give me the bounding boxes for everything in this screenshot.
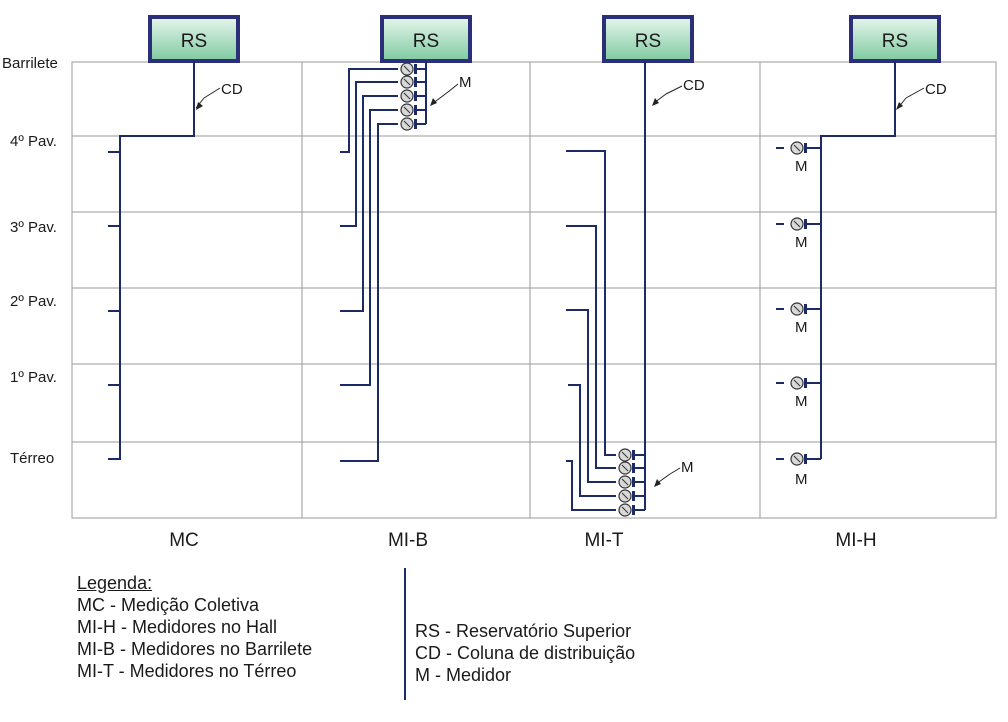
cd-callout-mi-t: CD: [683, 77, 705, 94]
legend-right-column: RS - Reservatório Superior CD - Coluna d…: [415, 620, 635, 686]
meter-icon: [618, 461, 635, 475]
legend-item-mi-h: MI-H - Medidores no Hall: [77, 617, 278, 637]
mi-b-riser-3-pav: [340, 81, 398, 227]
meter-icon: [618, 448, 635, 462]
m-callout-mi-b: M: [459, 74, 472, 91]
legend-item-mc: MC - Medição Coletiva: [77, 595, 260, 615]
mi-t-riser-2-pav: [566, 309, 616, 483]
system-mc-pipes: CD: [108, 61, 243, 460]
reservoir-mi-b: RS: [380, 15, 472, 63]
legend-item-m: M - Medidor: [415, 665, 512, 685]
cd-leader-line: [203, 87, 221, 99]
reservoir-box: [602, 15, 694, 63]
system-label-mc: MC: [169, 530, 199, 551]
legend-title: Legenda:: [77, 573, 153, 593]
floor-label-3-pav: 3º Pav.: [10, 219, 57, 236]
cd-callout-mc: CD: [221, 81, 243, 98]
system-mi-b-pipes: M: [340, 61, 472, 462]
legend-divider: [404, 568, 406, 700]
reservoir-label: RS: [882, 31, 908, 52]
m-label-mi-h-4-pav: M: [795, 158, 808, 175]
floor-labels: Barrilete 4º Pav. 3º Pav. 2º Pav. 1º Pav…: [2, 55, 58, 467]
floor-label-4-pav: 4º Pav.: [10, 133, 57, 150]
meter-icons: [400, 62, 807, 517]
cd-arrow-icon: [196, 102, 203, 110]
reservoir-mi-h: RS: [849, 15, 941, 63]
m-callout-mi-t: M: [681, 459, 694, 476]
m-label-mi-h-terreo: M: [795, 471, 808, 488]
meter-icon: [400, 75, 417, 89]
grid-border: [71, 61, 997, 519]
m-label-mi-h-2-pav: M: [795, 319, 808, 336]
floor-label-1-pav: 1º Pav.: [10, 369, 57, 386]
meter-icon: [618, 475, 635, 489]
mi-t-riser-terreo: [566, 460, 616, 511]
system-label-mi-h: MI-H: [835, 530, 876, 551]
mc-distribution-column: [108, 61, 195, 460]
reservoir-label: RS: [181, 31, 207, 52]
meter-icon: [400, 62, 417, 76]
meter-icon: [400, 117, 417, 131]
mi-t-riser-1-pav: [568, 384, 616, 497]
system-mi-t-pipes: CD M: [566, 61, 705, 511]
meter-icon: [400, 89, 417, 103]
floor-label-terreo: Térreo: [10, 450, 54, 467]
reservoir-mc: RS: [148, 15, 240, 63]
cd-callout-mi-h: CD: [925, 81, 947, 98]
m-arrow-icon: [430, 98, 437, 106]
reservoir-label: RS: [635, 31, 661, 52]
mi-t-riser-3-pav: [566, 225, 616, 469]
cd-arrow-icon: [652, 98, 659, 106]
legend-item-mi-b: MI-B - Medidores no Barrilete: [77, 639, 313, 659]
meter-icon: [618, 503, 635, 517]
reservoir-mi-t: RS: [602, 15, 694, 63]
meter-icon: [790, 141, 807, 155]
mi-b-riser-terreo: [340, 123, 398, 462]
legend-left-column: Legenda: MC - Medição Coletiva MI-H - Me…: [77, 572, 312, 682]
mi-b-riser-1-pav: [340, 109, 398, 386]
reservoir-label: RS: [413, 31, 439, 52]
reservoir-box: [148, 15, 240, 63]
system-labels: MC MI-B MI-T MI-H: [169, 530, 876, 551]
m-label-mi-h-3-pav: M: [795, 234, 808, 251]
legend-item-mi-t: MI-T - Medidores no Térreo: [77, 661, 297, 681]
meter-icon: [790, 452, 807, 466]
meter-icon: [400, 103, 417, 117]
mi-b-riser-4-pav: [340, 68, 398, 153]
system-label-mi-b: MI-B: [388, 530, 428, 551]
meter-icon: [618, 489, 635, 503]
floor-label-2-pav: 2º Pav.: [10, 293, 57, 310]
meter-icon: [790, 376, 807, 390]
mi-h-distribution-column: [820, 61, 896, 459]
legend-item-rs: RS - Reservatório Superior: [415, 621, 632, 641]
cd-leader-line: [905, 87, 925, 99]
reservoir-box: [849, 15, 941, 63]
mi-b-riser-2-pav: [340, 95, 398, 312]
floor-label-barrilete: Barrilete: [2, 55, 58, 72]
m-leader-line: [447, 83, 459, 93]
m-leader-line: [669, 467, 681, 475]
legend-item-cd: CD - Coluna de distribuição: [415, 643, 636, 663]
system-label-mi-t: MI-T: [584, 530, 623, 551]
floor-grid: [71, 61, 997, 519]
mi-t-riser-4-pav: [566, 150, 616, 456]
meter-icon: [790, 302, 807, 316]
cd-arrow-icon: [896, 102, 903, 110]
system-mi-h-pipes: M M M M M CD: [776, 61, 947, 488]
cd-leader-line: [665, 85, 683, 95]
m-label-mi-h-1-pav: M: [795, 393, 808, 410]
meter-icon: [790, 217, 807, 231]
m-arrow-icon: [654, 479, 661, 487]
